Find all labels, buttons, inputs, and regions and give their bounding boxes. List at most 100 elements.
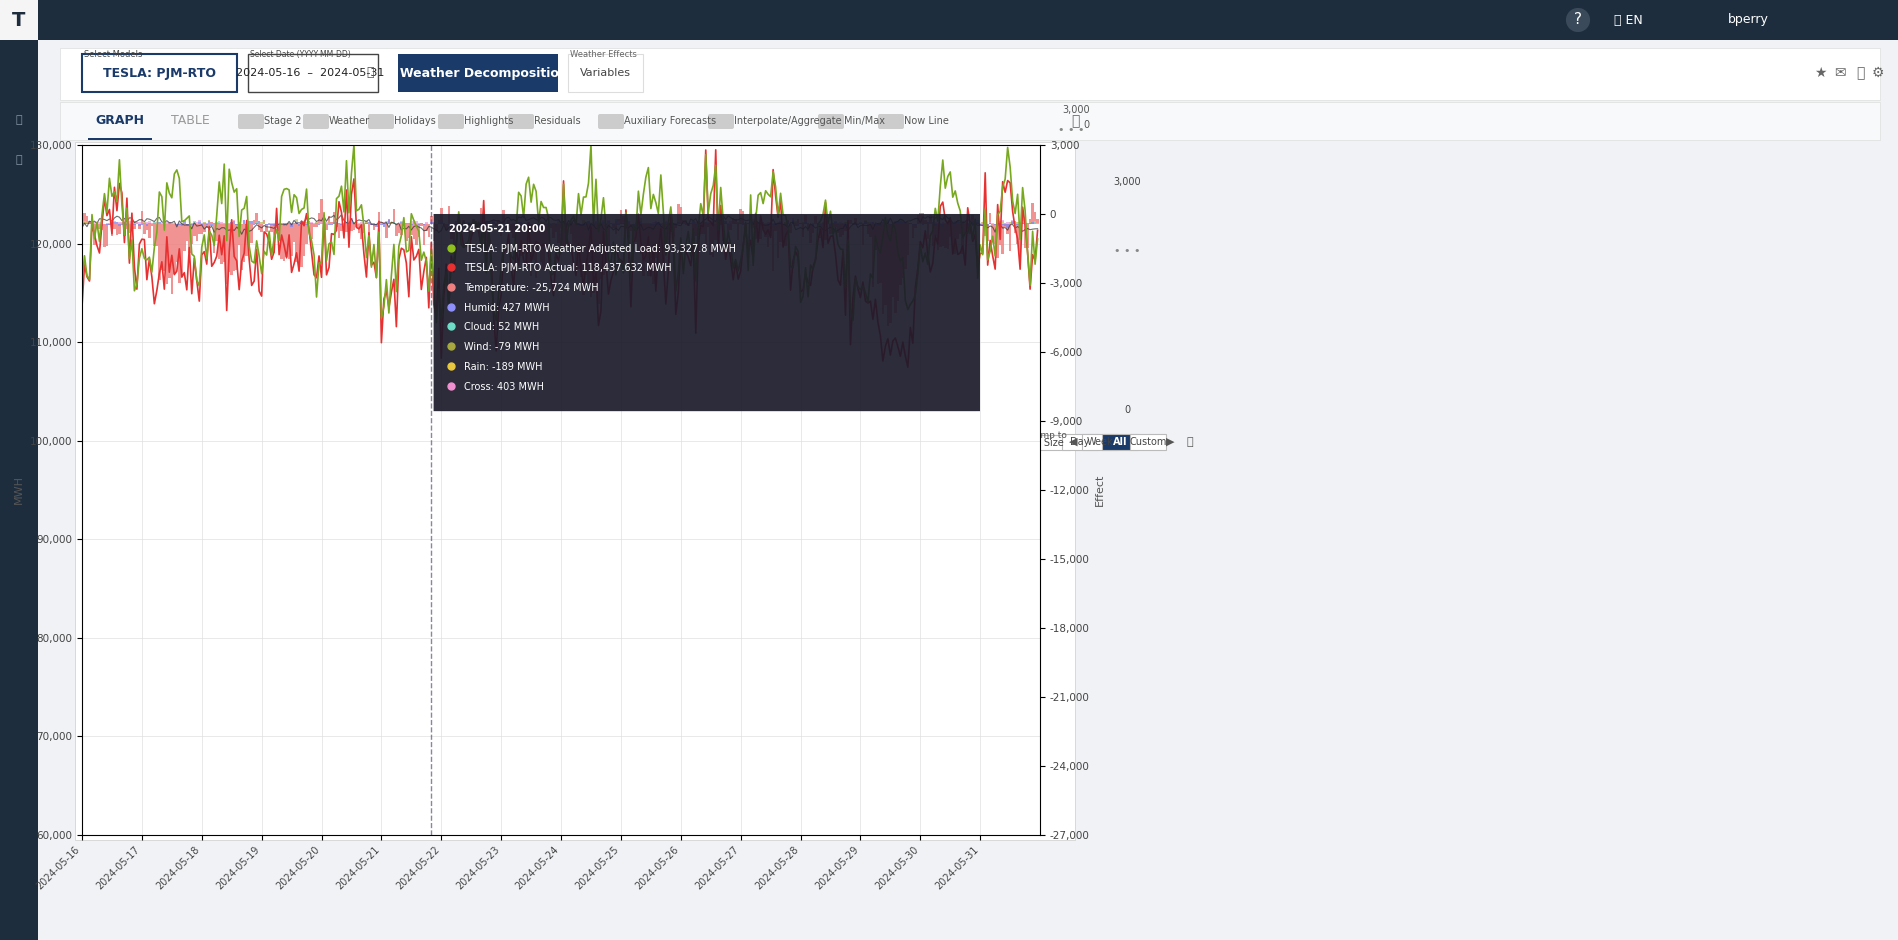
Bar (307, 221, 309, 224)
Bar (964, 223, 966, 224)
Bar (674, 224, 678, 226)
Bar (847, 222, 848, 223)
Bar (372, 224, 376, 230)
Bar (987, 224, 989, 241)
Bar (577, 224, 579, 269)
Bar (526, 224, 528, 270)
Text: Select Date (YYYY-MM-DD): Select Date (YYYY-MM-DD) (251, 50, 351, 59)
Bar (900, 221, 902, 224)
Bar (672, 224, 674, 225)
Bar (545, 221, 547, 224)
Bar (101, 224, 102, 227)
Bar (146, 224, 148, 227)
Bar (486, 222, 488, 224)
Bar (955, 221, 957, 223)
Bar (353, 224, 355, 229)
Bar (85, 223, 87, 224)
Bar (507, 220, 511, 224)
Bar (497, 221, 499, 224)
Bar (129, 222, 131, 223)
Bar (1103, 434, 1139, 450)
Bar (488, 222, 490, 224)
Text: Stage 2: Stage 2 (264, 116, 302, 126)
Bar (748, 223, 750, 224)
Text: 📊: 📊 (1856, 66, 1864, 80)
Bar (962, 222, 964, 223)
Bar (594, 221, 598, 222)
Bar (719, 222, 721, 224)
Bar (600, 224, 602, 225)
Bar (788, 221, 790, 224)
Bar (976, 220, 979, 222)
Bar (700, 223, 702, 224)
Bar (550, 224, 552, 228)
Bar (695, 224, 697, 225)
Bar (989, 213, 991, 224)
Bar (807, 223, 809, 224)
Bar (1006, 222, 1010, 224)
Bar (129, 223, 131, 224)
Bar (947, 224, 949, 248)
Bar (949, 224, 951, 237)
Bar (657, 224, 661, 269)
Bar (1034, 222, 1036, 224)
Bar (602, 221, 605, 222)
Bar (480, 208, 482, 224)
Text: bperry: bperry (1727, 13, 1769, 26)
Bar (482, 224, 486, 237)
Bar (831, 224, 835, 233)
Bar (657, 224, 661, 225)
Bar (522, 223, 526, 224)
Bar (835, 222, 837, 224)
Bar (323, 220, 325, 222)
Bar (974, 221, 976, 224)
Bar (431, 222, 433, 224)
Bar (503, 211, 505, 224)
Bar (539, 224, 543, 262)
Bar (336, 222, 338, 224)
Bar (205, 224, 209, 227)
Bar (307, 223, 309, 224)
Bar (277, 224, 281, 225)
Bar (666, 223, 670, 224)
Bar (364, 221, 368, 224)
Bar (194, 224, 195, 236)
Bar (425, 222, 427, 224)
Bar (869, 223, 871, 224)
Bar (592, 224, 594, 227)
Bar (681, 220, 685, 224)
Text: 3,000: 3,000 (1063, 105, 1089, 115)
Bar (448, 224, 450, 226)
Bar (201, 224, 203, 225)
Text: Now Line: Now Line (903, 116, 949, 126)
Bar (180, 224, 182, 226)
Bar (412, 220, 416, 221)
Bar (845, 222, 847, 224)
Bar (1129, 434, 1165, 450)
Bar (940, 224, 941, 225)
Bar (693, 224, 695, 242)
Bar (133, 224, 135, 228)
Bar (996, 222, 998, 224)
Bar (186, 224, 188, 226)
Bar (211, 222, 213, 224)
Bar (270, 224, 273, 225)
Bar (372, 224, 376, 226)
Bar (877, 224, 879, 227)
Text: Custom: Custom (1129, 437, 1167, 447)
Bar (344, 224, 345, 228)
Bar (583, 224, 585, 226)
Bar (258, 224, 260, 230)
Bar (492, 221, 495, 222)
Bar (306, 223, 307, 224)
Bar (535, 224, 537, 278)
Bar (1031, 203, 1034, 224)
Bar (862, 224, 864, 245)
Bar (99, 224, 101, 229)
Bar (714, 224, 717, 240)
FancyBboxPatch shape (433, 214, 979, 411)
Bar (357, 224, 361, 232)
Bar (452, 224, 456, 247)
Text: Holidays: Holidays (395, 116, 437, 126)
Bar (697, 223, 700, 224)
